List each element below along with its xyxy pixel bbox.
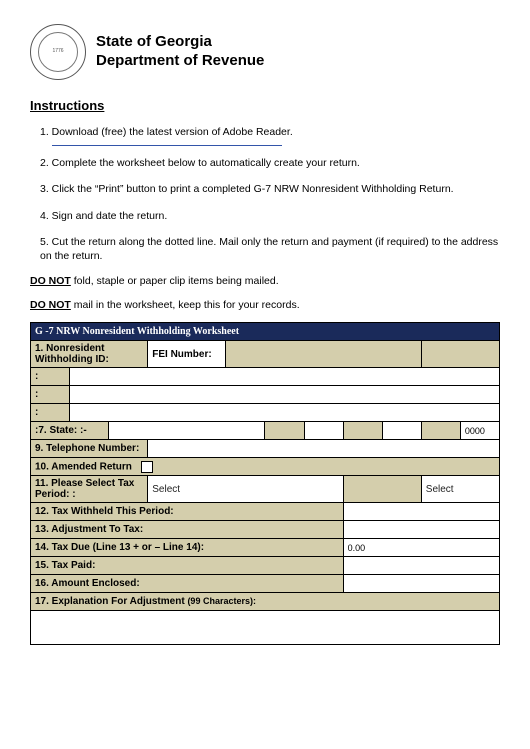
row-13-label: 13. Adjustment To Tax:	[31, 521, 344, 539]
amended-checkbox[interactable]	[141, 461, 153, 473]
row-1-label: 1. Nonresident Withholding ID:	[31, 341, 148, 368]
row-17-label: 17. Explanation For Adjustment (99 Chara…	[31, 593, 500, 611]
dept-title: Department of Revenue	[96, 52, 264, 71]
select-1-text: Select	[152, 484, 180, 495]
donot-label: DO NOT	[30, 275, 71, 287]
warning-1-text: fold, staple or paper clip items being m…	[71, 275, 279, 287]
worksheet-title: G -7 NRW Nonresident Withholding Workshe…	[31, 323, 500, 341]
explanation-input[interactable]	[31, 611, 500, 645]
tax-period-select-2[interactable]: Select	[421, 476, 499, 503]
tax-paid-input[interactable]	[343, 557, 499, 575]
tax-period-select-1[interactable]: Select	[148, 476, 343, 503]
row-9-label: 9. Telephone Number:	[31, 440, 148, 458]
row-colon: :	[31, 368, 70, 386]
fei-input[interactable]	[226, 341, 421, 368]
divider	[52, 145, 282, 146]
cell-pad	[421, 341, 499, 368]
cell-pad	[343, 476, 421, 503]
instruction-item: 2. Complete the worksheet below to autom…	[40, 156, 500, 170]
worksheet-table: G -7 NRW Nonresident Withholding Workshe…	[30, 322, 500, 645]
instructions-list: 1. Download (free) the latest version of…	[30, 125, 500, 139]
row-15-label: 15. Tax Paid:	[31, 557, 344, 575]
state-input[interactable]	[109, 422, 265, 440]
row-17-note: (99 Characters):	[187, 596, 256, 606]
warning-1: DO NOT fold, staple or paper clip items …	[30, 275, 500, 289]
state-seal-icon: 1776	[30, 24, 86, 80]
row-10: 10. Amended Return	[31, 458, 500, 476]
donot-label: DO NOT	[30, 299, 71, 311]
fei-label-text: FEI Number:	[152, 349, 211, 360]
cell-input[interactable]	[382, 422, 421, 440]
instruction-item: 3. Click the “Print” button to print a c…	[40, 182, 500, 196]
tax-withheld-input[interactable]	[343, 503, 499, 521]
instruction-item: 4. Sign and date the return.	[40, 209, 500, 223]
cell-pad	[343, 422, 382, 440]
row-colon: :	[31, 386, 70, 404]
tax-due-value: 0.00	[343, 539, 499, 557]
cell-input[interactable]	[304, 422, 343, 440]
instruction-item: 5. Cut the return along the dotted line.…	[40, 235, 500, 263]
fei-label: FEI Number:	[148, 341, 226, 368]
document-header: 1776 State of Georgia Department of Reve…	[30, 24, 500, 80]
row-10-label: 10. Amended Return	[35, 461, 132, 472]
row-17-text: 17. Explanation For Adjustment	[35, 596, 187, 607]
row-7-label: :7. State: :-	[31, 422, 109, 440]
row-colon: :	[31, 404, 70, 422]
row-input[interactable]	[70, 386, 500, 404]
cell-pad	[421, 422, 460, 440]
instructions-list-cont: 2. Complete the worksheet below to autom…	[30, 156, 500, 263]
row-input[interactable]	[70, 368, 500, 386]
row-14-label: 14. Tax Due (Line 13 + or – Line 14):	[31, 539, 344, 557]
seal-year: 1776	[52, 49, 63, 55]
row-11-label: 11. Please Select Tax Period: :	[31, 476, 148, 503]
row-7-end: 0000	[460, 422, 499, 440]
warning-2-text: mail in the worksheet, keep this for you…	[71, 299, 300, 311]
instruction-item: 1. Download (free) the latest version of…	[40, 125, 500, 139]
row-12-label: 12. Tax Withheld This Period:	[31, 503, 344, 521]
header-text: State of Georgia Department of Revenue	[96, 33, 264, 71]
state-title: State of Georgia	[96, 33, 264, 52]
cell-pad	[265, 422, 304, 440]
select-2-text: Select	[426, 484, 454, 495]
row-16-label: 16. Amount Enclosed:	[31, 575, 344, 593]
instructions-heading: Instructions	[30, 98, 500, 113]
phone-input[interactable]	[148, 440, 500, 458]
seal-inner: 1776	[38, 32, 78, 72]
warning-2: DO NOT mail in the worksheet, keep this …	[30, 299, 500, 313]
amount-enclosed-input[interactable]	[343, 575, 499, 593]
adjustment-input[interactable]	[343, 521, 499, 539]
row-input[interactable]	[70, 404, 500, 422]
